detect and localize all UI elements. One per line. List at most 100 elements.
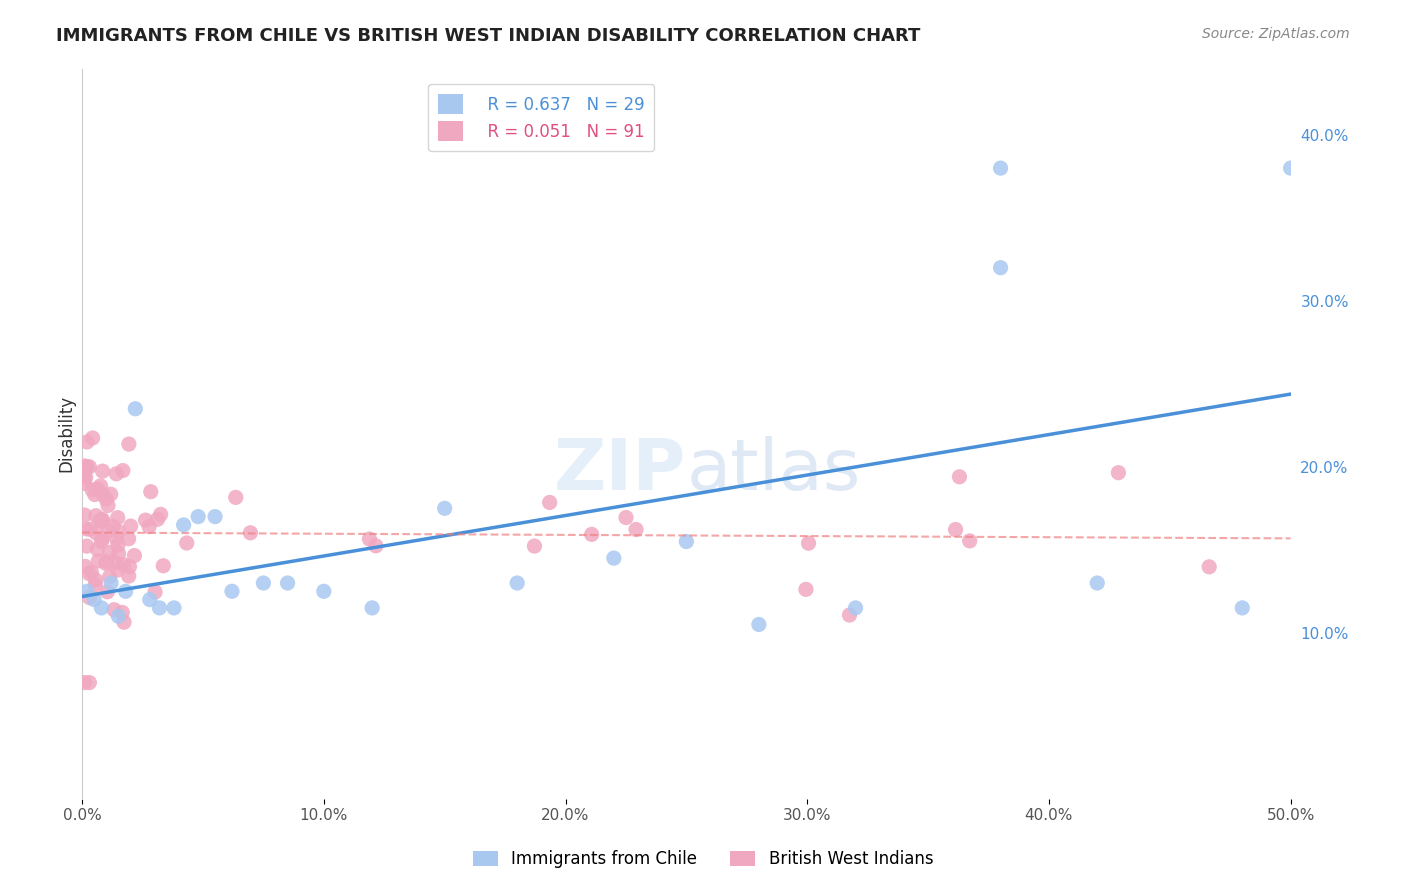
Legend:   R = 0.637   N = 29,   R = 0.051   N = 91: R = 0.637 N = 29, R = 0.051 N = 91 (429, 84, 654, 152)
Point (252, 576, 274, 591)
Point (107, 547, 129, 561)
Point (225, 491, 247, 505)
Point (96, 555, 118, 569)
Text: Source: ZipAtlas.com: Source: ZipAtlas.com (1202, 27, 1350, 41)
Point (79, 675, 101, 690)
Point (111, 606, 134, 620)
Point (94, 491, 117, 506)
Point (794, 582, 817, 597)
Point (143, 585, 166, 599)
Point (581, 527, 603, 541)
Point (624, 523, 647, 537)
Legend: Immigrants from Chile, British West Indians: Immigrants from Chile, British West Indi… (465, 844, 941, 875)
Point (79, 522, 101, 536)
Point (844, 601, 866, 615)
Point (73, 468, 96, 483)
Point (91, 464, 114, 478)
Point (79, 591, 101, 605)
Point (79, 459, 101, 474)
Point (187, 509, 209, 524)
Point (83, 487, 105, 501)
Point (117, 532, 139, 546)
Point (603, 551, 626, 566)
Point (120, 519, 142, 533)
Point (948, 470, 970, 484)
Point (204, 509, 226, 524)
Point (75, 462, 97, 476)
Point (1107, 466, 1129, 480)
Point (146, 512, 169, 526)
Point (76, 584, 98, 599)
Point (73, 675, 96, 690)
Point (124, 549, 146, 563)
Point (990, 161, 1012, 175)
Point (91, 487, 114, 501)
Point (84, 508, 107, 523)
Point (101, 519, 124, 533)
Point (96, 584, 118, 599)
Point (87, 554, 110, 568)
Point (112, 615, 135, 630)
Point (76, 539, 98, 553)
Point (176, 536, 198, 550)
Point (82, 431, 104, 445)
Text: ZIP: ZIP (554, 435, 686, 505)
Point (107, 538, 129, 552)
Point (75, 471, 97, 485)
Point (523, 539, 546, 553)
Point (97, 524, 120, 538)
Point (959, 533, 981, 548)
Point (73, 508, 96, 522)
Point (748, 617, 770, 632)
Point (990, 260, 1012, 275)
Point (107, 524, 129, 539)
Point (111, 464, 134, 478)
Point (107, 510, 129, 524)
Point (112, 558, 135, 572)
Point (86, 482, 108, 496)
Point (675, 534, 697, 549)
Point (105, 467, 128, 481)
Point (100, 576, 122, 591)
Point (90, 601, 112, 615)
Point (91, 512, 114, 526)
Point (86, 542, 108, 557)
Point (89, 479, 111, 493)
Point (138, 519, 160, 533)
Point (148, 601, 170, 615)
Point (103, 603, 125, 617)
Point (90, 534, 112, 549)
Point (82, 483, 104, 497)
Point (797, 536, 820, 550)
Point (506, 576, 529, 591)
Point (221, 584, 243, 599)
Point (135, 513, 157, 527)
Point (91, 532, 114, 546)
Point (118, 559, 141, 574)
Point (149, 508, 172, 522)
Point (239, 525, 262, 540)
Point (945, 523, 967, 537)
Point (359, 532, 381, 546)
Point (75, 559, 97, 574)
Point (118, 569, 141, 583)
Point (91, 515, 114, 529)
Point (84, 578, 107, 592)
Point (77, 566, 100, 581)
Point (89, 513, 111, 527)
Point (614, 510, 637, 524)
Point (107, 609, 129, 624)
Point (139, 484, 162, 499)
Point (76, 459, 98, 474)
Point (73, 476, 96, 491)
Point (98, 545, 121, 559)
Y-axis label: Disability: Disability (58, 395, 75, 472)
Text: IMMIGRANTS FROM CHILE VS BRITISH WEST INDIAN DISABILITY CORRELATION CHART: IMMIGRANTS FROM CHILE VS BRITISH WEST IN… (56, 27, 921, 45)
Point (1279, 161, 1302, 175)
Point (163, 601, 186, 615)
Point (90, 513, 112, 527)
Point (277, 576, 299, 591)
Point (152, 558, 174, 573)
Point (114, 584, 136, 599)
Point (364, 539, 387, 553)
